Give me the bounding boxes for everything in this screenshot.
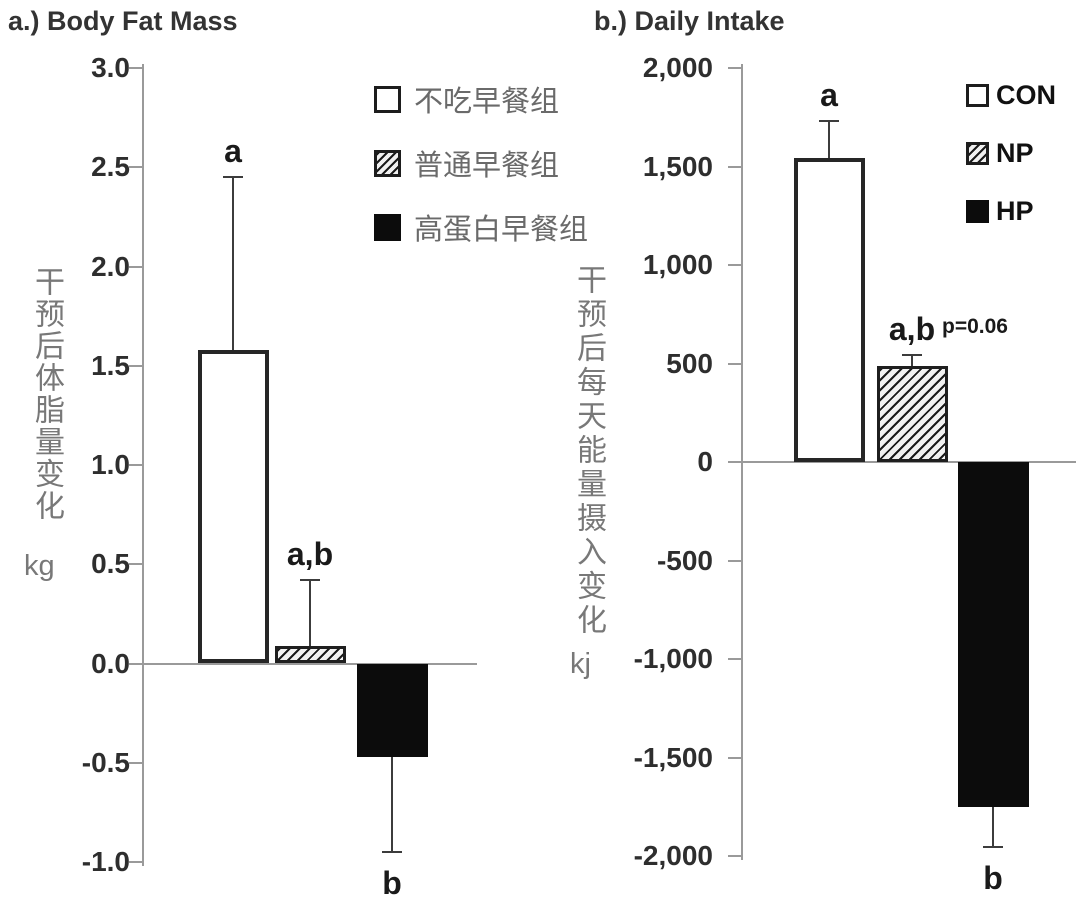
y-tick-label: 2.0: [91, 250, 130, 282]
y-tick-label: -2,000: [633, 840, 713, 871]
y-tick-label: -1,500: [633, 741, 713, 773]
y-tick-label: -1,000: [633, 643, 713, 674]
panel-a-y-axis-label: 干预后体脂量变化: [30, 266, 63, 522]
y-axis-tick: [728, 67, 741, 69]
y-tick-label: 0: [697, 446, 713, 477]
legend-swatch-hp-icon: [374, 213, 401, 241]
legend-label-hp: 高蛋白早餐组: [414, 214, 589, 246]
legend-label-np: 普通早餐组: [414, 150, 560, 182]
y-axis-tick: [728, 264, 741, 266]
error-bar-cap-np: [902, 353, 922, 356]
y-axis-tick: [129, 265, 142, 268]
sig-label-hp: b: [382, 865, 402, 899]
y-axis-tick: [728, 855, 741, 857]
error-bar-line-hp: [391, 756, 393, 853]
y-tick-label: 1,500: [642, 150, 713, 182]
error-bar-line-con: [828, 121, 830, 158]
panel-b-y-axis-unit: kj: [570, 648, 591, 680]
error-bar-cap-con: [223, 176, 243, 179]
y-axis-tick: [129, 364, 142, 367]
error-bar-line-hp: [992, 806, 994, 848]
sig-label-hp: b: [983, 860, 1003, 897]
legend-swatch-np-icon: [966, 142, 989, 165]
error-bar-line-np: [911, 354, 913, 367]
y-axis-tick: [129, 464, 142, 466]
panel-b-legend: CON NP HP: [966, 80, 1056, 254]
y-tick-label: 1.5: [91, 349, 130, 381]
y-tick-label: 1.0: [91, 449, 130, 480]
y-tick-label: 3.0: [91, 52, 130, 83]
error-bar-cap-con: [819, 120, 839, 123]
panel-a-title: a.) Body Fat Mass: [8, 6, 238, 36]
y-axis-tick: [728, 461, 741, 463]
y-axis-tick: [129, 662, 142, 665]
legend-label-np: NP: [996, 138, 1034, 168]
bar-np: [274, 645, 346, 664]
y-axis-tick: [129, 861, 142, 863]
y-tick-label: 2,000: [642, 52, 713, 83]
legend-item-hp: 高蛋白早餐组: [374, 206, 588, 248]
legend-label-hp: HP: [996, 196, 1034, 226]
legend-item-con: 不吃早餐组: [374, 78, 588, 120]
panel-b-title: b.) Daily Intake: [594, 6, 785, 36]
legend-label-con: CON: [996, 80, 1056, 110]
error-bar-line-np: [309, 580, 311, 646]
p-value-annotation: p=0.06: [942, 314, 1008, 338]
y-axis-tick: [728, 559, 741, 562]
bar-con: [793, 157, 865, 462]
y-axis-line: [142, 64, 144, 866]
y-tick-label: 0.0: [91, 647, 130, 679]
y-tick-label: 500: [666, 347, 713, 379]
legend-item-con: CON: [966, 80, 1056, 111]
y-tick-label: -500: [656, 544, 713, 576]
error-bar-cap-hp: [382, 851, 402, 854]
legend-item-np: 普通早餐组: [374, 142, 588, 184]
legend-swatch-con-icon: [966, 84, 989, 107]
legend-label-con: 不吃早餐组: [414, 86, 560, 118]
error-bar-cap-hp: [983, 846, 1003, 849]
sig-label-np: a,b: [888, 310, 936, 347]
y-tick-label: -0.5: [81, 746, 130, 778]
y-axis-tick: [129, 761, 142, 764]
sig-label-con: a: [820, 77, 838, 114]
y-axis-tick: [728, 165, 741, 168]
y-axis-tick: [129, 166, 142, 169]
bar-con: [197, 349, 269, 664]
y-axis-tick: [129, 563, 142, 566]
y-tick-label: 1,000: [642, 249, 713, 280]
zero-baseline: [142, 662, 477, 665]
y-tick-label: -1.0: [81, 846, 130, 877]
legend-swatch-hp-icon: [966, 200, 989, 223]
y-axis-tick: [728, 756, 741, 759]
bar-hp: [957, 462, 1029, 807]
y-tick-label: 2.5: [91, 151, 130, 183]
legend-item-np: NP: [966, 138, 1056, 169]
error-bar-cap-np: [300, 579, 320, 582]
panel-a-y-axis-unit: kg: [24, 550, 55, 582]
y-tick-label: 0.5: [91, 548, 130, 580]
bar-np: [876, 366, 948, 462]
legend-swatch-con-icon: [374, 85, 401, 113]
y-axis-tick: [728, 658, 741, 660]
legend-swatch-np-icon: [374, 149, 401, 177]
y-axis-tick: [129, 67, 142, 69]
sig-label-np: a,b: [286, 536, 334, 573]
error-bar-line-con: [232, 177, 234, 350]
sig-label-con: a: [224, 133, 242, 170]
panel-b-y-axis-label: 干预后每天能量摄入变化: [572, 264, 605, 638]
y-axis-line: [741, 64, 743, 860]
panel-a-legend: 不吃早餐组普通早餐组高蛋白早餐组: [374, 78, 588, 270]
y-axis-tick: [728, 362, 741, 365]
legend-item-hp: HP: [966, 196, 1056, 227]
zero-baseline: [741, 461, 1076, 463]
bar-hp: [356, 663, 428, 757]
